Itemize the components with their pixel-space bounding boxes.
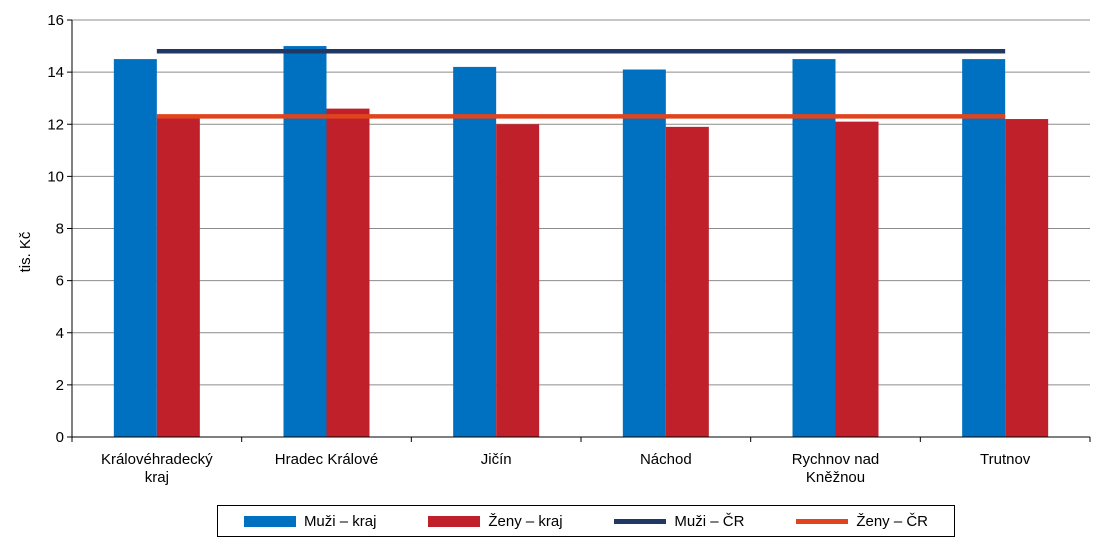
bar: [283, 46, 327, 437]
bar: [496, 124, 540, 437]
legend-item-muzi-cr: Muži – ČR: [614, 513, 744, 530]
legend-item-zeny-cr: Ženy – ČR: [796, 513, 928, 530]
y-tick-label: 12: [47, 116, 64, 133]
bar: [453, 66, 497, 437]
bar: [835, 121, 879, 438]
bars: [113, 46, 1049, 438]
bar: [962, 59, 1006, 437]
bar: [622, 69, 666, 438]
gridlines: [72, 19, 1090, 386]
legend-swatch: [243, 515, 296, 527]
x-tick-label: Náchod: [640, 451, 692, 468]
bar-chart: 0 2 4 6 8 10 12 14 16 Královéhradecký kraj Hradec …: [17, 12, 1091, 486]
axes: [71, 20, 1091, 442]
legend-label: Muži – kraj: [303, 512, 377, 530]
y-axis-ticks: 0 2 4 6 8 10 12 14 16: [47, 12, 72, 446]
y-axis-label: tis. Kč: [17, 231, 34, 272]
legend-item-zeny-kraj: Ženy – kraj: [428, 512, 563, 530]
y-tick-label: 10: [47, 168, 64, 185]
legend-swatch: [614, 518, 667, 524]
legend: Muži – kraj Ženy – kraj Muži – ČR Ženy –…: [217, 505, 955, 537]
y-tick-label: 2: [56, 377, 64, 394]
y-tick-label: 8: [56, 221, 64, 238]
x-axis-labels: Královéhradecký kraj Hradec Králové Jičín Ná…: [101, 451, 1031, 486]
y-tick-label: 6: [56, 273, 64, 290]
legend-swatch: [796, 518, 849, 524]
legend-label: Muži – ČR: [674, 512, 745, 530]
reference-lines: [156, 49, 1006, 119]
bar: [792, 59, 836, 437]
y-tick-label: 4: [56, 325, 64, 342]
legend-swatch: [428, 515, 481, 527]
bar: [113, 59, 157, 437]
bar: [665, 126, 709, 437]
bar: [156, 116, 200, 438]
legend-item-muzi-kraj: Muži – kraj: [243, 512, 377, 530]
x-tick-label: Královéhradecký kraj: [101, 451, 213, 486]
y-tick-label: 14: [47, 64, 64, 81]
x-tick-label: Trutnov: [980, 451, 1031, 468]
legend-label: Ženy – ČR: [856, 512, 929, 530]
legend-label: Ženy – kraj: [488, 512, 563, 530]
x-tick-label: Rychnov nad Kněžnou: [792, 451, 880, 486]
y-tick-label: 16: [47, 12, 64, 29]
bar: [326, 108, 370, 438]
x-tick-label: Hradec Králové: [275, 451, 378, 468]
y-tick-label: 0: [56, 429, 64, 446]
bar: [1005, 119, 1049, 437]
x-tick-label: Jičín: [481, 451, 512, 468]
